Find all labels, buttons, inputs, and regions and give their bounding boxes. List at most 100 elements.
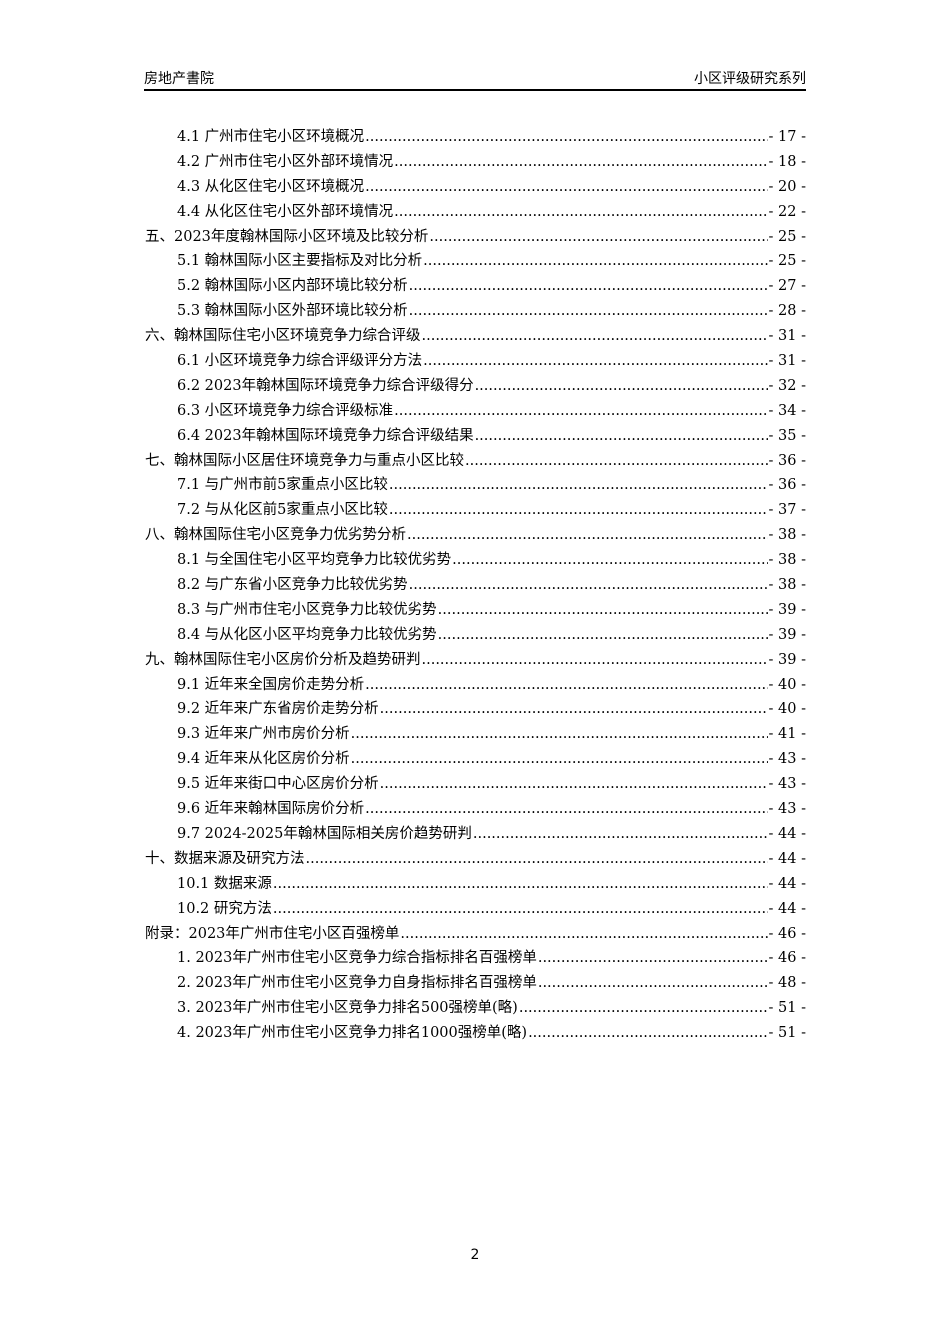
toc-entry-page: - 27 -: [768, 278, 806, 295]
toc-leader-dots: [422, 328, 768, 344]
toc-leader-dots: [475, 428, 768, 444]
toc-entry[interactable]: 6.3 小区环境竞争力综合评级标准 - 34 -: [145, 399, 806, 424]
toc-leader-dots: [273, 901, 768, 917]
toc-entry[interactable]: 五、2023年度翰林国际小区环境及比较分析 - 25 -: [145, 225, 806, 250]
toc-entry[interactable]: 9.1 近年来全国房价走势分析 - 40 -: [145, 673, 806, 698]
toc-entry[interactable]: 九、翰林国际住宅小区房价分析及趋势研判 - 39 -: [145, 648, 806, 673]
toc-entry-title: 7.1 与广州市前5家重点小区比较: [177, 477, 388, 494]
toc-entry[interactable]: 9.6 近年来翰林国际房价分析 - 43 -: [145, 797, 806, 822]
toc-entry-title: 2. 2023年广州市住宅小区竞争力自身指标排名百强榜单: [177, 975, 537, 992]
toc-leader-dots: [389, 477, 768, 493]
toc-entry-page: - 38 -: [768, 552, 806, 569]
toc-entry-page: - 20 -: [768, 178, 806, 195]
toc-entry[interactable]: 4.4 从化区住宅小区外部环境情况 - 22 -: [145, 200, 806, 225]
toc-entry[interactable]: 6.2 2023年翰林国际环境竞争力综合评级得分 - 32 -: [145, 374, 806, 399]
toc-leader-dots: [409, 278, 768, 294]
toc-entry[interactable]: 9.3 近年来广州市房价分析 - 41 -: [145, 722, 806, 747]
toc-entry[interactable]: 2. 2023年广州市住宅小区竞争力自身指标排名百强榜单 - 48 -: [145, 971, 806, 996]
toc-entry-title: 10.2 研究方法: [177, 900, 272, 917]
toc-leader-dots: [465, 453, 768, 469]
toc-leader-dots: [400, 926, 767, 942]
toc-entry-title: 6.2 2023年翰林国际环境竞争力综合评级得分: [177, 377, 474, 394]
toc-leader-dots: [519, 1000, 768, 1016]
toc-entry-title: 4.3 从化区住宅小区环境概况: [177, 178, 365, 195]
toc-entry-page: - 31 -: [768, 353, 806, 370]
toc-leader-dots: [394, 403, 767, 419]
toc-entry[interactable]: 9.4 近年来从化区房价分析 - 43 -: [145, 747, 806, 772]
toc-entry[interactable]: 附录：2023年广州市住宅小区百强榜单 - 46 -: [145, 922, 806, 947]
toc-entry[interactable]: 八、翰林国际住宅小区竞争力优劣势分析 - 38 -: [145, 523, 806, 548]
toc-entry-page: - 43 -: [768, 776, 806, 793]
toc-leader-dots: [389, 502, 768, 518]
toc-entry[interactable]: 9.2 近年来广东省房价走势分析 - 40 -: [145, 697, 806, 722]
toc-leader-dots: [394, 154, 767, 170]
toc-entry-title: 4.1 广州市住宅小区环境概况: [177, 129, 365, 145]
toc-entry[interactable]: 8.1 与全国住宅小区平均竞争力比较优劣势 - 38 -: [145, 548, 806, 573]
toc-entry-page: - 36 -: [768, 477, 806, 494]
toc-entry-title: 9.1 近年来全国房价走势分析: [177, 676, 365, 693]
toc-leader-dots: [380, 701, 768, 717]
page-header: 房地产書院 小区评级研究系列: [144, 66, 806, 91]
toc-leader-dots: [438, 602, 768, 618]
toc-entry-title: 9.6 近年来翰林国际房价分析: [177, 801, 365, 818]
toc-entry-page: - 41 -: [768, 726, 806, 743]
toc-leader-dots: [306, 851, 768, 867]
toc-entry[interactable]: 4. 2023年广州市住宅小区竞争力排名1000强榜单(略) - 51 -: [145, 1021, 806, 1046]
toc-leader-dots: [409, 303, 768, 319]
toc-entry-page: - 35 -: [768, 427, 806, 444]
toc-entry-page: - 44 -: [768, 850, 806, 867]
toc-entry-page: - 17 -: [768, 129, 806, 145]
toc-leader-dots: [438, 627, 768, 643]
toc-entry-page: - 34 -: [768, 402, 806, 419]
toc-entry-title: 6.1 小区环境竞争力综合评级评分方法: [177, 353, 423, 370]
toc-entry[interactable]: 9.5 近年来街口中心区房价分析 - 43 -: [145, 772, 806, 797]
toc-entry[interactable]: 5.1 翰林国际小区主要指标及对比分析 - 25 -: [145, 249, 806, 274]
toc-entry-title: 5.3 翰林国际小区外部环境比较分析: [177, 303, 408, 320]
toc-leader-dots: [365, 179, 767, 195]
toc-entry[interactable]: 10.2 研究方法 - 44 -: [145, 897, 806, 922]
toc-entry-page: - 40 -: [768, 701, 806, 718]
toc-entry-page: - 38 -: [768, 527, 806, 544]
toc-entry-page: - 39 -: [768, 626, 806, 643]
toc-entry-page: - 43 -: [768, 751, 806, 768]
toc-entry[interactable]: 5.2 翰林国际小区内部环境比较分析 - 27 -: [145, 274, 806, 299]
toc-entry[interactable]: 6.1 小区环境竞争力综合评级评分方法 - 31 -: [145, 349, 806, 374]
toc-entry-title: 9.7 2024-2025年翰林国际相关房价趋势研判: [177, 825, 472, 842]
toc-entry-page: - 22 -: [768, 203, 806, 220]
toc-entry[interactable]: 6.4 2023年翰林国际环境竞争力综合评级结果 - 35 -: [145, 424, 806, 449]
toc-leader-dots: [365, 677, 767, 693]
toc-entry[interactable]: 七、翰林国际小区居住环境竞争力与重点小区比较 - 36 -: [145, 449, 806, 474]
toc-entry[interactable]: 4.3 从化区住宅小区环境概况 - 20 -: [145, 175, 806, 200]
toc-leader-dots: [473, 826, 768, 842]
toc-leader-dots: [538, 950, 768, 966]
toc-entry-title: 6.4 2023年翰林国际环境竞争力综合评级结果: [177, 427, 474, 444]
page-number: 2: [470, 1247, 480, 1263]
toc-entry[interactable]: 5.3 翰林国际小区外部环境比较分析 - 28 -: [145, 299, 806, 324]
toc-entry-title: 3. 2023年广州市住宅小区竞争力排名500强榜单(略): [177, 1000, 518, 1017]
toc-entry[interactable]: 8.2 与广东省小区竞争力比较优劣势 - 38 -: [145, 573, 806, 598]
toc-entry-title: 8.4 与从化区小区平均竞争力比较优劣势: [177, 626, 437, 643]
toc-entry[interactable]: 十、数据来源及研究方法 - 44 -: [145, 847, 806, 872]
toc-entry[interactable]: 7.2 与从化区前5家重点小区比较 - 37 -: [145, 498, 806, 523]
toc-leader-dots: [365, 801, 767, 817]
toc-entry[interactable]: 4.1 广州市住宅小区环境概况 - 17 -: [145, 125, 806, 150]
toc-entry[interactable]: 8.4 与从化区小区平均竞争力比较优劣势 - 39 -: [145, 623, 806, 648]
toc-entry-title: 五、2023年度翰林国际小区环境及比较分析: [145, 228, 429, 245]
toc-entry[interactable]: 六、翰林国际住宅小区环境竞争力综合评级 - 31 -: [145, 324, 806, 349]
toc-entry-title: 十、数据来源及研究方法: [145, 850, 305, 867]
toc-entry-page: - 38 -: [768, 577, 806, 594]
toc-entry[interactable]: 1. 2023年广州市住宅小区竞争力综合指标排名百强榜单 - 46 -: [145, 946, 806, 971]
toc-entry[interactable]: 4.2 广州市住宅小区外部环境情况 - 18 -: [145, 150, 806, 175]
toc-entry-title: 七、翰林国际小区居住环境竞争力与重点小区比较: [145, 452, 464, 469]
toc-entry[interactable]: 8.3 与广州市住宅小区竞争力比较优劣势 - 39 -: [145, 598, 806, 623]
toc-entry[interactable]: 3. 2023年广州市住宅小区竞争力排名500强榜单(略) - 51 -: [145, 996, 806, 1021]
toc-entry[interactable]: 7.1 与广州市前5家重点小区比较 - 36 -: [145, 473, 806, 498]
toc-entry[interactable]: 10.1 数据来源 - 44 -: [145, 872, 806, 897]
toc-entry-page: - 36 -: [768, 452, 806, 469]
toc-entry-page: - 32 -: [768, 377, 806, 394]
toc-leader-dots: [429, 229, 767, 245]
toc-entry-title: 5.1 翰林国际小区主要指标及对比分析: [177, 253, 423, 270]
toc-entry[interactable]: 9.7 2024-2025年翰林国际相关房价趋势研判 - 44 -: [145, 822, 806, 847]
toc-leader-dots: [273, 876, 768, 892]
table-of-contents: 4.1 广州市住宅小区环境概况 - 17 - 4.2 广州市住宅小区外部环境情况 - …: [145, 125, 806, 1046]
